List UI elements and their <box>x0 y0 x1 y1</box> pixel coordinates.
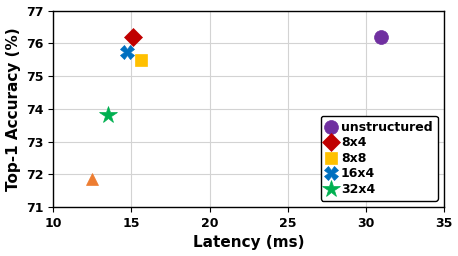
X-axis label: Latency (ms): Latency (ms) <box>193 236 304 250</box>
Legend: unstructured, 8x4, 8x8, 16x4, 32x4: unstructured, 8x4, 8x8, 16x4, 32x4 <box>321 116 437 201</box>
Y-axis label: Top-1 Accuracy (%): Top-1 Accuracy (%) <box>5 27 21 191</box>
